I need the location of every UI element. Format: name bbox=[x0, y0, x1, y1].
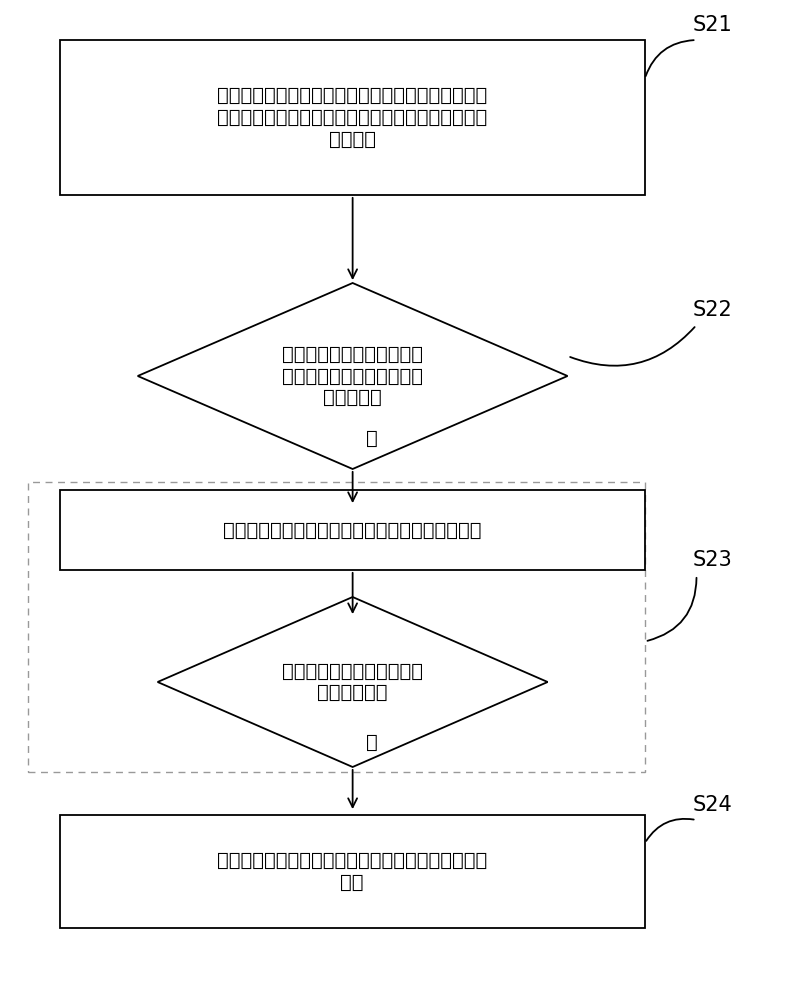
Text: S22: S22 bbox=[693, 300, 732, 320]
Bar bbox=[60, 490, 645, 570]
Text: 变化信息: 变化信息 bbox=[329, 130, 376, 149]
Bar bbox=[60, 40, 645, 195]
Text: 在监控到用户对待解密对象执行解密操作时，获取用: 在监控到用户对待解密对象执行解密操作时，获取用 bbox=[217, 86, 487, 105]
Text: 判断压力高峰值的次数是否: 判断压力高峰值的次数是否 bbox=[282, 662, 423, 681]
Text: 是: 是 bbox=[366, 732, 378, 752]
Text: S21: S21 bbox=[693, 15, 732, 35]
Text: 息是否匹配: 息是否匹配 bbox=[323, 388, 382, 407]
Bar bbox=[28, 482, 645, 772]
Text: 户输入的指纹信息，并获取指纹识别模组中压力值的: 户输入的指纹信息，并获取指纹识别模组中压力值的 bbox=[217, 108, 487, 127]
Text: 根据压力值的变化信息确定出现压力高峰值的次数: 根据压力值的变化信息确定出现压力高峰值的次数 bbox=[223, 520, 482, 540]
Text: 根据指纹信息和压力高峰值的次数对待解密对象进行: 根据指纹信息和压力高峰值的次数对待解密对象进行 bbox=[217, 851, 487, 870]
Text: 解密: 解密 bbox=[341, 873, 364, 892]
Text: 等于目标次数: 等于目标次数 bbox=[318, 683, 388, 702]
Text: S24: S24 bbox=[693, 795, 732, 815]
Polygon shape bbox=[138, 283, 568, 469]
Text: 判断用户输入的指纹信息与: 判断用户输入的指纹信息与 bbox=[282, 345, 423, 364]
Polygon shape bbox=[158, 597, 548, 767]
Text: S23: S23 bbox=[693, 550, 732, 570]
Text: 解密该待解密对象的指纹信: 解密该待解密对象的指纹信 bbox=[282, 366, 423, 385]
Bar bbox=[60, 815, 645, 928]
Text: 是: 是 bbox=[366, 428, 378, 448]
